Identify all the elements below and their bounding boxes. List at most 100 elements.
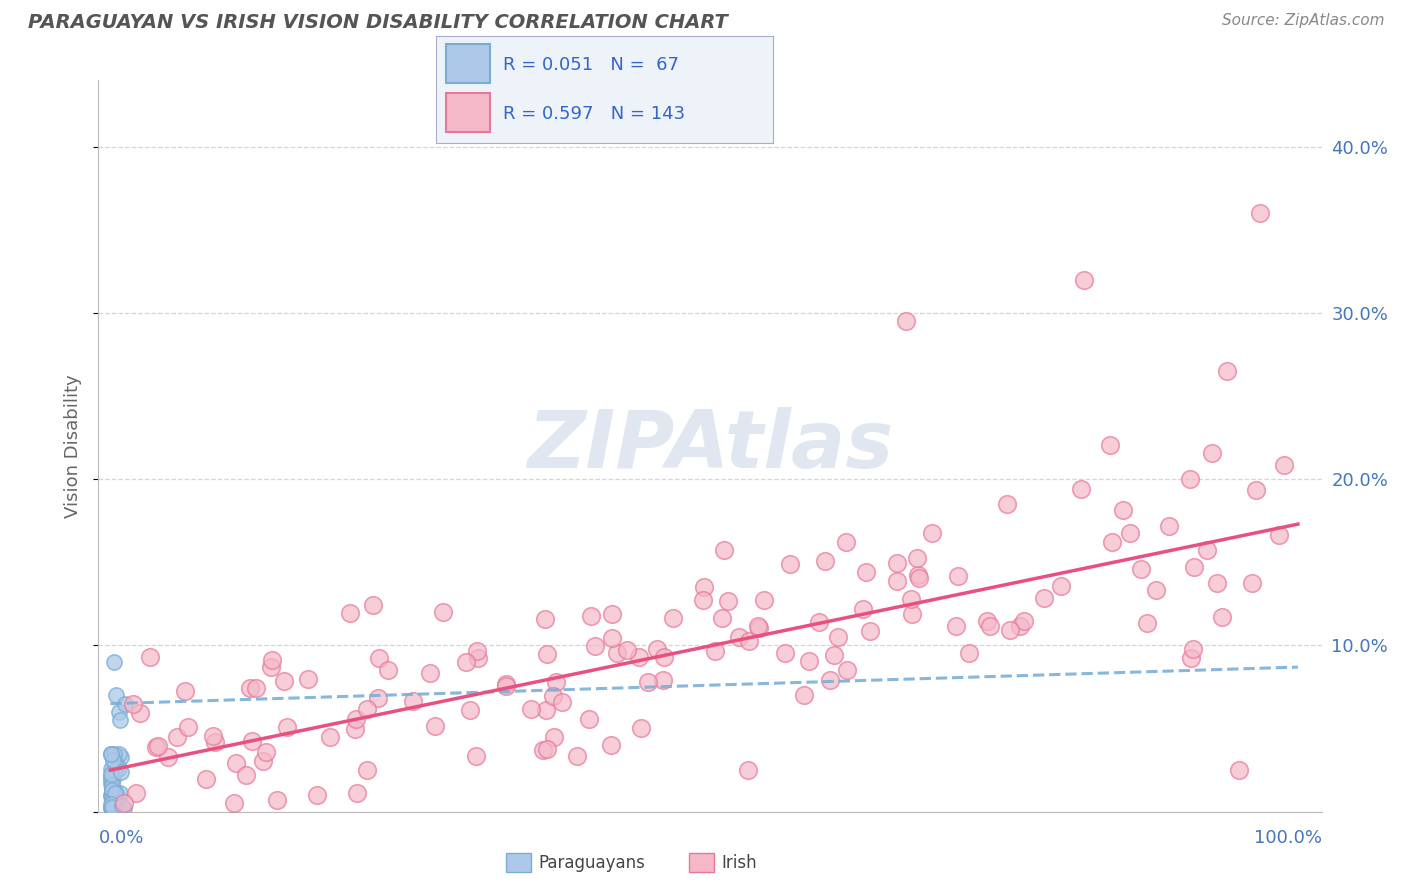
Point bbox=[737, 763, 759, 777]
Point bbox=[616, 643, 638, 657]
Point bbox=[344, 712, 367, 726]
Point bbox=[1101, 534, 1123, 549]
Point bbox=[157, 749, 180, 764]
Point bbox=[114, 697, 136, 711]
Point bbox=[908, 571, 931, 585]
Point bbox=[103, 772, 125, 787]
Point bbox=[101, 753, 124, 767]
Point bbox=[1181, 641, 1204, 656]
Point bbox=[536, 647, 558, 661]
Point bbox=[432, 605, 454, 619]
Point bbox=[652, 673, 675, 687]
Point bbox=[273, 674, 295, 689]
Point bbox=[104, 785, 127, 799]
Point bbox=[339, 606, 361, 620]
Point bbox=[1130, 562, 1153, 576]
Point bbox=[100, 788, 122, 802]
Point bbox=[100, 747, 122, 761]
Point bbox=[103, 794, 125, 808]
Point bbox=[101, 796, 124, 810]
Point bbox=[174, 683, 197, 698]
Point bbox=[859, 624, 882, 639]
Point bbox=[1099, 438, 1122, 452]
Text: Source: ZipAtlas.com: Source: ZipAtlas.com bbox=[1222, 13, 1385, 29]
Point bbox=[1178, 472, 1201, 486]
Point bbox=[101, 764, 124, 779]
Point bbox=[886, 556, 908, 570]
Point bbox=[692, 580, 714, 594]
Point bbox=[1112, 502, 1135, 516]
Text: R = 0.051   N =  67: R = 0.051 N = 67 bbox=[503, 55, 679, 73]
Point bbox=[356, 764, 378, 778]
Point bbox=[738, 634, 761, 648]
Point bbox=[252, 754, 274, 768]
Point bbox=[627, 650, 650, 665]
Point bbox=[104, 790, 127, 805]
Point bbox=[100, 789, 122, 804]
Point bbox=[101, 778, 124, 792]
Point bbox=[101, 801, 124, 815]
Point bbox=[1197, 542, 1219, 557]
Text: 0.0%: 0.0% bbox=[98, 830, 143, 847]
Point bbox=[1119, 526, 1142, 541]
Point bbox=[101, 801, 124, 815]
Point bbox=[998, 623, 1021, 637]
Point bbox=[1246, 483, 1268, 498]
Point bbox=[713, 542, 735, 557]
Point bbox=[921, 525, 943, 540]
Point bbox=[101, 801, 124, 815]
Point bbox=[105, 689, 128, 703]
Bar bbox=[446, 94, 489, 132]
Point bbox=[100, 800, 122, 814]
Point bbox=[752, 592, 775, 607]
Point bbox=[104, 797, 127, 811]
Point bbox=[728, 630, 751, 644]
Point bbox=[103, 655, 125, 669]
Point bbox=[1215, 364, 1237, 378]
Point bbox=[260, 659, 283, 673]
Point bbox=[652, 650, 675, 665]
Point bbox=[808, 615, 831, 629]
Point bbox=[602, 607, 624, 622]
Point bbox=[105, 795, 128, 809]
Text: R = 0.597   N = 143: R = 0.597 N = 143 bbox=[503, 105, 686, 123]
Point bbox=[100, 777, 122, 791]
Point bbox=[541, 689, 564, 703]
Point bbox=[105, 763, 128, 777]
Point bbox=[717, 593, 740, 607]
Point bbox=[262, 653, 284, 667]
Point bbox=[108, 789, 131, 804]
Point bbox=[1012, 614, 1035, 628]
Point bbox=[266, 793, 288, 807]
Point bbox=[747, 619, 769, 633]
Point bbox=[779, 557, 801, 571]
Point bbox=[945, 619, 967, 633]
Point bbox=[100, 797, 122, 811]
Point bbox=[121, 697, 143, 711]
Y-axis label: Vision Disability: Vision Disability bbox=[65, 374, 83, 518]
Point bbox=[1182, 559, 1205, 574]
Point bbox=[108, 747, 131, 761]
Point bbox=[520, 702, 543, 716]
Point bbox=[100, 800, 122, 814]
Point bbox=[111, 799, 134, 814]
Point bbox=[224, 797, 246, 811]
Point bbox=[907, 568, 929, 582]
Point bbox=[894, 314, 917, 328]
Point bbox=[103, 801, 125, 815]
Point bbox=[600, 631, 623, 645]
Point bbox=[103, 791, 125, 805]
Point bbox=[101, 801, 124, 815]
Point bbox=[256, 745, 278, 759]
Point bbox=[104, 759, 127, 773]
Point bbox=[1159, 518, 1181, 533]
Point bbox=[101, 783, 124, 797]
Point bbox=[748, 621, 770, 635]
Point bbox=[101, 801, 124, 815]
Point bbox=[104, 756, 127, 771]
Point bbox=[1241, 576, 1264, 591]
Point bbox=[454, 655, 477, 669]
Point bbox=[1050, 579, 1073, 593]
Point bbox=[818, 673, 841, 688]
Text: ZIPAtlas: ZIPAtlas bbox=[527, 407, 893, 485]
